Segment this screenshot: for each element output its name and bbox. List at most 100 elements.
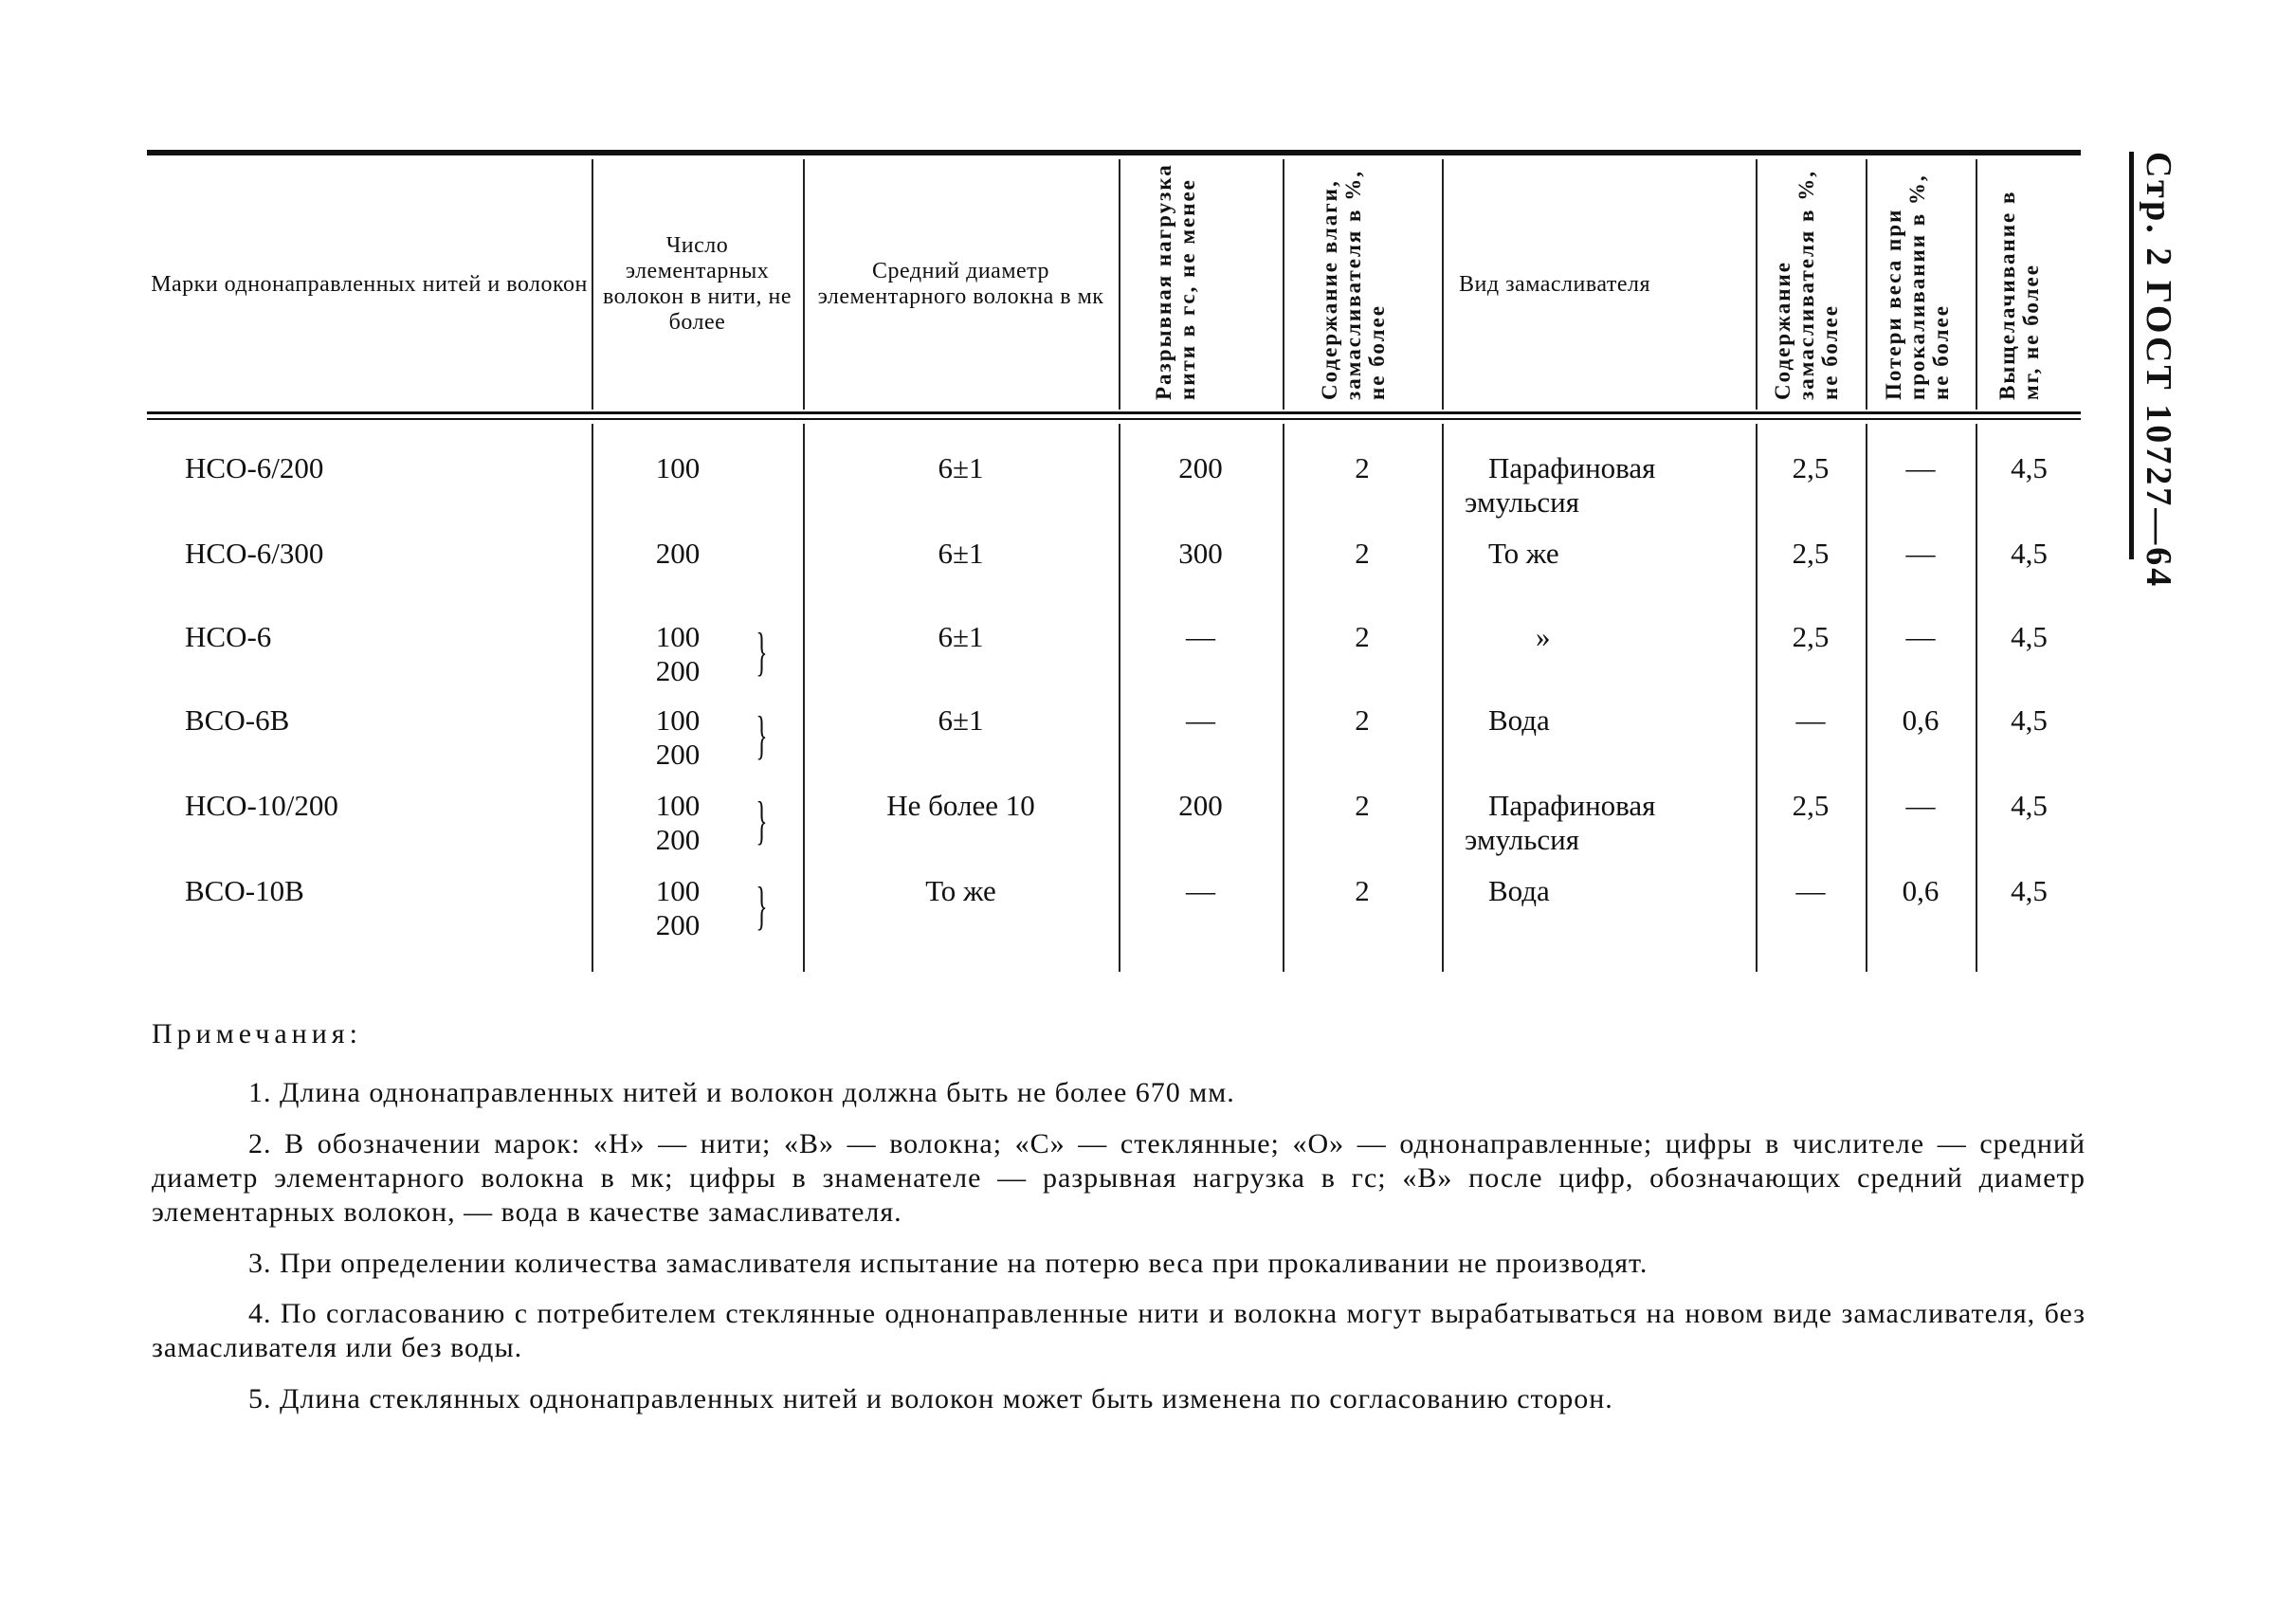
brace-icon: } <box>756 877 768 936</box>
cell-diameter: 6±1 <box>938 451 984 484</box>
cell-fibers: 100 <box>655 703 701 737</box>
cell-leaching: 4,5 <box>2011 620 2048 653</box>
cell-load: — <box>1186 703 1215 737</box>
cell-fibers: 200 <box>655 654 701 687</box>
column-divider <box>1976 159 1977 410</box>
header-rule-2 <box>147 418 2081 420</box>
cell-sizing-type: Парафиновая <box>1488 451 1656 484</box>
cell-mark: НСО-10/200 <box>185 789 338 822</box>
brace-icon: } <box>756 706 768 765</box>
column-divider <box>592 159 593 410</box>
cell-moisture: 2 <box>1355 789 1370 822</box>
cell-leaching: 4,5 <box>2011 451 2048 484</box>
cell-moisture: 2 <box>1355 620 1370 653</box>
header-load: Разрывная нагрузка нити в гс, не менее <box>1152 163 1199 400</box>
cell-diameter: То же <box>925 874 996 907</box>
column-divider <box>1866 159 1867 410</box>
cell-sizing-type: Парафиновая <box>1488 789 1656 822</box>
note-5: 5. Длина стеклянных однонаправленных нит… <box>248 1383 1613 1414</box>
page-header: Стр. 2 ГОСТ 10727—64 <box>2139 152 2178 590</box>
column-divider <box>1442 424 1444 972</box>
column-divider <box>1756 424 1758 972</box>
cell-weight-loss: — <box>1905 789 1936 822</box>
cell-fibers: 100 <box>655 874 701 907</box>
brace-icon: } <box>756 792 768 850</box>
cell-diameter: 6±1 <box>938 620 984 653</box>
side-rule <box>2129 152 2134 559</box>
cell-fibers: 100 <box>655 789 701 822</box>
cell-sizing-type: Вода <box>1488 703 1550 737</box>
cell-sizing-type: То же <box>1488 537 1559 570</box>
header-diameter: Средний диаметр элементарного волокна в … <box>817 259 1104 309</box>
cell-mark: НСО-6/200 <box>185 451 324 484</box>
header-weight-loss: Потери веса при прокаливании в %, не бол… <box>1882 173 1953 400</box>
cell-moisture: 2 <box>1355 703 1370 737</box>
column-divider <box>1283 159 1284 410</box>
cell-sizing-content: — <box>1795 703 1826 737</box>
cell-diameter: Не более 10 <box>886 789 1035 822</box>
header-mark: Марки однонаправленных нитей и волокон <box>151 271 588 297</box>
cell-diameter: 6±1 <box>938 703 984 737</box>
cell-load: 200 <box>1178 789 1223 822</box>
header-leaching: Выщелачивание в мг, не более <box>1995 190 2043 400</box>
cell-fibers: 200 <box>655 537 701 570</box>
cell-fibers: 100 <box>655 451 701 484</box>
cell-mark: НСО-6 <box>185 620 272 653</box>
cell-sizing-content: 2,5 <box>1792 789 1830 822</box>
table-top-rule <box>147 150 2081 155</box>
brace-icon: } <box>756 623 768 682</box>
cell-fibers: 200 <box>655 738 701 771</box>
cell-weight-loss: 0,6 <box>1902 874 1940 907</box>
header-fibers: Число элементарных волокон в нити, не бо… <box>603 233 792 335</box>
column-divider <box>1756 159 1758 410</box>
cell-weight-loss: — <box>1905 620 1936 653</box>
header-moisture: Содержание влаги, замасливателя в %, не … <box>1318 170 1389 400</box>
column-divider <box>803 159 805 410</box>
header-sizing-content: Содержание замасливателя в %, не более <box>1771 170 1842 400</box>
column-divider <box>1442 159 1444 410</box>
column-divider <box>1283 424 1284 972</box>
cell-sizing-content: 2,5 <box>1792 451 1830 484</box>
cell-weight-loss: — <box>1905 537 1936 570</box>
cell-sizing-type: эмульсия <box>1465 823 1580 856</box>
cell-leaching: 4,5 <box>2011 874 2048 907</box>
column-divider <box>592 424 593 972</box>
cell-weight-loss: 0,6 <box>1902 703 1940 737</box>
cell-moisture: 2 <box>1355 451 1370 484</box>
note-2: 2. В обозначении марок: «Н» — нити; «В» … <box>152 1128 2086 1228</box>
cell-leaching: 4,5 <box>2011 789 2048 822</box>
cell-mark: НСО-6/300 <box>185 537 324 570</box>
column-divider <box>1119 424 1120 972</box>
cell-leaching: 4,5 <box>2011 537 2048 570</box>
cell-sizing-content: — <box>1795 874 1826 907</box>
cell-moisture: 2 <box>1355 537 1370 570</box>
cell-mark: ВСО-10В <box>185 874 304 907</box>
cell-mark: ВСО-6В <box>185 703 290 737</box>
cell-sizing-type: эмульсия <box>1465 485 1580 519</box>
column-divider <box>1119 159 1120 410</box>
column-divider <box>1976 424 1977 972</box>
cell-weight-loss: — <box>1905 451 1936 484</box>
cell-fibers: 200 <box>655 823 701 856</box>
header-sizing-type: Вид замасливателя <box>1459 271 1651 297</box>
cell-leaching: 4,5 <box>2011 703 2048 737</box>
cell-load: — <box>1186 620 1215 653</box>
cell-load: 300 <box>1178 537 1223 570</box>
cell-sizing-type: » <box>1536 620 1551 653</box>
cell-moisture: 2 <box>1355 874 1370 907</box>
cell-sizing-type: Вода <box>1488 874 1550 907</box>
note-4: 4. По согласованию с потребителем стекля… <box>152 1298 2086 1363</box>
cell-diameter: 6±1 <box>938 537 984 570</box>
cell-load: — <box>1186 874 1215 907</box>
cell-fibers: 200 <box>655 908 701 941</box>
cell-sizing-content: 2,5 <box>1792 537 1830 570</box>
note-1: 1. Длина однонаправленных нитей и волоко… <box>248 1077 1235 1108</box>
notes-title: Примечания: <box>152 1018 362 1049</box>
header-rule <box>147 411 2081 414</box>
column-divider <box>1866 424 1867 972</box>
cell-sizing-content: 2,5 <box>1792 620 1830 653</box>
note-3: 3. При определении количества замасливат… <box>248 1248 1648 1279</box>
column-divider <box>803 424 805 972</box>
cell-fibers: 100 <box>655 620 701 653</box>
cell-load: 200 <box>1178 451 1223 484</box>
